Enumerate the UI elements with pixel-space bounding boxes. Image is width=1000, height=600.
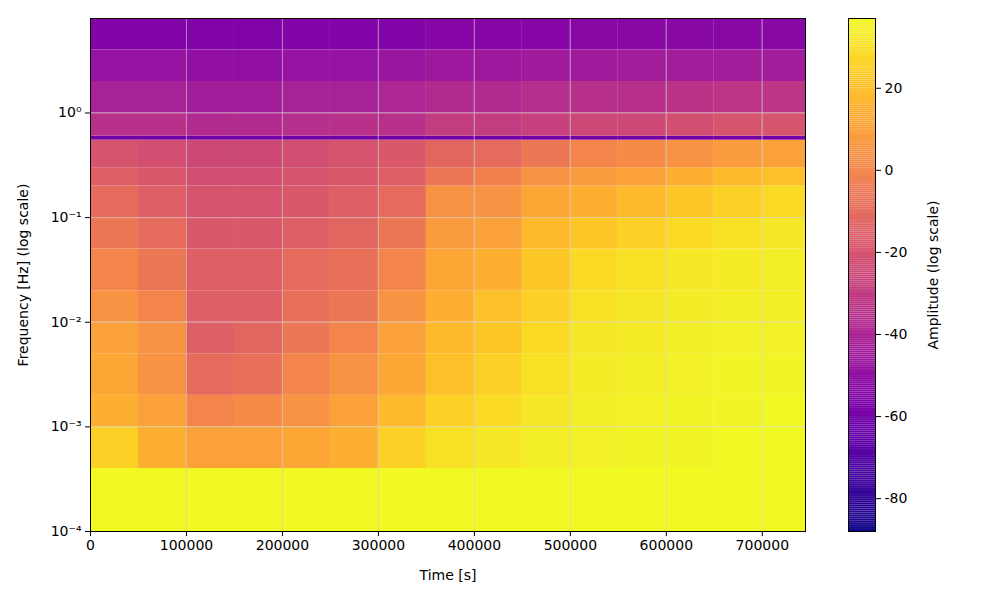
svg-text:-40: -40 — [885, 326, 908, 342]
svg-text:-60: -60 — [885, 408, 908, 424]
svg-text:Time [s]: Time [s] — [419, 567, 477, 583]
svg-text:300000: 300000 — [352, 537, 405, 553]
svg-text:Amplitude (log scale): Amplitude (log scale) — [925, 201, 941, 350]
svg-text:Frequency [Hz] (log scale): Frequency [Hz] (log scale) — [15, 184, 31, 367]
svg-text:-80: -80 — [885, 490, 908, 506]
svg-text:10⁻¹: 10⁻¹ — [51, 209, 82, 225]
svg-text:100000: 100000 — [160, 537, 213, 553]
svg-text:10⁻⁴: 10⁻⁴ — [51, 523, 82, 539]
svg-text:700000: 700000 — [736, 537, 789, 553]
svg-text:0: 0 — [885, 162, 894, 178]
svg-text:400000: 400000 — [448, 537, 501, 553]
svg-text:500000: 500000 — [544, 537, 597, 553]
svg-text:200000: 200000 — [256, 537, 309, 553]
svg-text:0: 0 — [86, 537, 95, 553]
svg-text:10⁰: 10⁰ — [58, 104, 82, 120]
svg-text:-20: -20 — [885, 244, 908, 260]
svg-text:600000: 600000 — [640, 537, 693, 553]
svg-text:20: 20 — [885, 80, 903, 96]
svg-text:10⁻³: 10⁻³ — [51, 418, 82, 434]
svg-text:10⁻²: 10⁻² — [51, 314, 82, 330]
